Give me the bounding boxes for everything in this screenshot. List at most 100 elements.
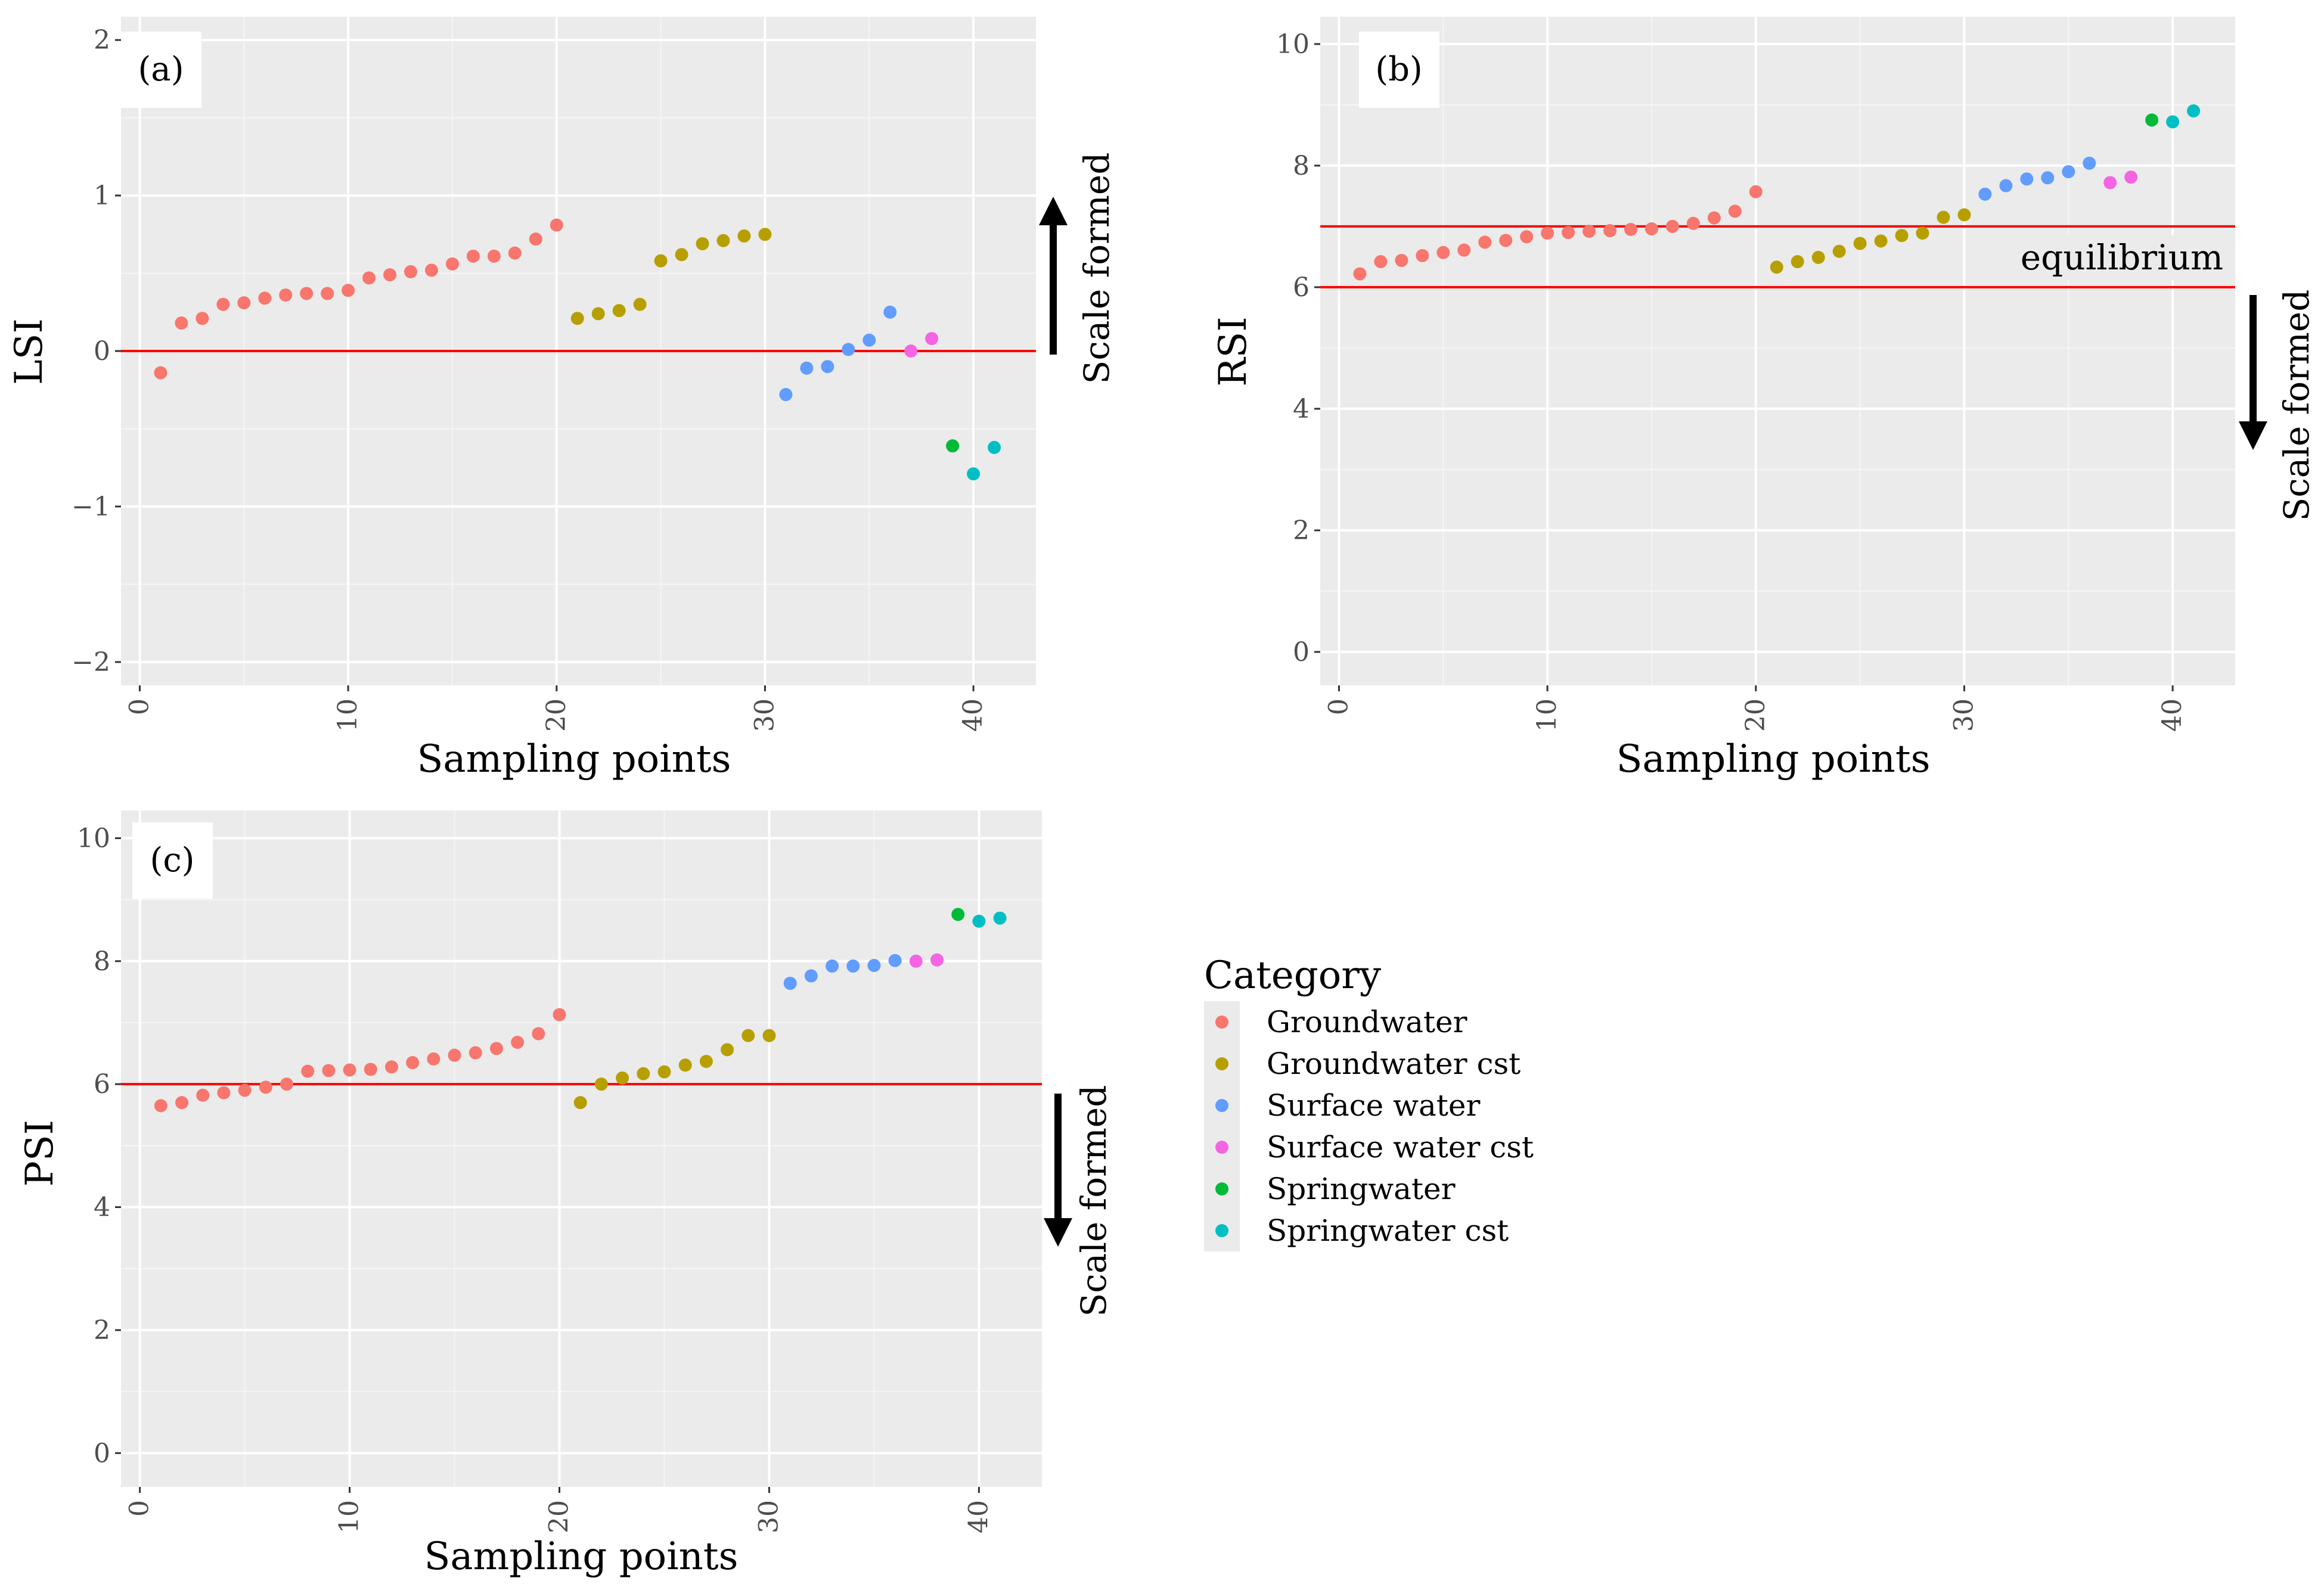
data-point bbox=[826, 959, 839, 973]
panel-a-annotation: Scale formed bbox=[1076, 153, 1117, 384]
data-point bbox=[657, 1065, 671, 1079]
data-point bbox=[529, 232, 542, 246]
data-point bbox=[594, 1077, 608, 1091]
panel-b-ref-label: equilibrium bbox=[2021, 237, 2223, 278]
data-point bbox=[424, 263, 438, 277]
data-point bbox=[1353, 267, 1367, 281]
y-tick-label: 8 bbox=[1293, 151, 1310, 181]
data-point bbox=[2145, 113, 2159, 127]
data-point bbox=[489, 1042, 503, 1055]
data-point bbox=[993, 911, 1007, 925]
data-point bbox=[404, 265, 418, 278]
data-point bbox=[466, 249, 480, 263]
data-point bbox=[550, 218, 563, 232]
legend-key bbox=[1215, 1182, 1228, 1195]
data-point bbox=[2041, 171, 2055, 185]
data-point bbox=[532, 1027, 545, 1041]
legend-title: Category bbox=[1204, 954, 1381, 998]
data-point bbox=[783, 976, 797, 990]
x-tick-label: 30 bbox=[749, 698, 780, 732]
data-point bbox=[633, 297, 647, 311]
data-point bbox=[487, 249, 501, 263]
x-tick-label: 0 bbox=[124, 698, 154, 715]
data-point bbox=[1499, 234, 1513, 247]
panel-c-xlabel: Sampling points bbox=[424, 1535, 739, 1579]
panel-c-ylabel: PSI bbox=[18, 1120, 62, 1187]
data-point bbox=[1957, 208, 1971, 222]
data-point bbox=[511, 1035, 525, 1049]
x-tick-label: 20 bbox=[541, 698, 572, 732]
data-point bbox=[946, 439, 960, 453]
data-point bbox=[573, 1096, 587, 1110]
data-point bbox=[1374, 255, 1388, 269]
data-point bbox=[909, 954, 923, 968]
panel-b-grid bbox=[1320, 17, 2235, 685]
data-point bbox=[2083, 156, 2096, 170]
y-tick-label: −2 bbox=[72, 647, 110, 678]
x-tick-label: 20 bbox=[544, 1500, 575, 1533]
y-tick-label: 4 bbox=[1293, 394, 1310, 424]
data-point bbox=[612, 304, 626, 318]
data-point bbox=[445, 257, 459, 271]
panel-a-arrow-head bbox=[1039, 197, 1068, 225]
panel-b-y-ticks: 0 2 4 6 8 10 bbox=[1276, 29, 1320, 667]
data-point bbox=[406, 1056, 420, 1070]
panel-b-tag-box bbox=[1359, 32, 1439, 108]
y-tick-label: 6 bbox=[94, 1069, 110, 1100]
panel-c-points bbox=[154, 908, 1007, 1113]
panel-b-ref-label-box bbox=[2018, 235, 2229, 280]
data-point bbox=[196, 1088, 210, 1102]
y-tick-label: −1 bbox=[72, 492, 110, 522]
data-point bbox=[2103, 176, 2117, 190]
legend-key-background bbox=[1204, 1001, 1240, 1252]
data-point bbox=[1457, 243, 1471, 257]
data-point bbox=[925, 332, 939, 346]
panel-c-arrow-head bbox=[1044, 1218, 1072, 1247]
data-point bbox=[384, 1060, 398, 1074]
legend: Category Groundwater Groundwater cst Surfa… bbox=[1204, 954, 1534, 1252]
panel-a-y-ticks: −2 −1 0 1 2 bbox=[72, 25, 121, 678]
data-point bbox=[654, 254, 668, 268]
data-point bbox=[904, 344, 918, 358]
x-tick-label: 10 bbox=[333, 698, 363, 732]
data-point bbox=[2124, 170, 2138, 184]
data-point bbox=[1562, 226, 1575, 240]
data-point bbox=[216, 297, 230, 311]
y-tick-label: 2 bbox=[94, 1315, 110, 1346]
legend-label: Springwater bbox=[1267, 1172, 1456, 1206]
panel-b-tag: (b) bbox=[1375, 50, 1423, 89]
panel-b-xlabel: Sampling points bbox=[1616, 737, 1931, 781]
data-point bbox=[967, 467, 981, 481]
data-point bbox=[930, 953, 944, 967]
y-tick-label: 0 bbox=[94, 336, 110, 367]
y-tick-label: 0 bbox=[1293, 637, 1310, 667]
data-point bbox=[1791, 255, 1804, 269]
data-point bbox=[1895, 229, 1909, 243]
data-point bbox=[1811, 250, 1825, 264]
data-point bbox=[2166, 115, 2180, 129]
data-point bbox=[280, 1077, 294, 1091]
data-point bbox=[362, 271, 376, 285]
panel-c-tag-box bbox=[132, 822, 213, 899]
x-tick-label: 40 bbox=[2157, 698, 2188, 732]
panel-b-plot-background bbox=[1320, 17, 2235, 685]
panel-b-arrow-head bbox=[2239, 421, 2267, 450]
y-tick-label: 6 bbox=[1293, 272, 1310, 303]
legend-key bbox=[1215, 1099, 1228, 1112]
x-tick-label: 30 bbox=[1948, 698, 1979, 732]
y-tick-label: 8 bbox=[94, 946, 110, 977]
data-point bbox=[1853, 237, 1867, 250]
y-tick-label: 2 bbox=[94, 25, 110, 55]
data-point bbox=[846, 959, 860, 973]
data-point bbox=[842, 343, 855, 356]
data-point bbox=[2187, 104, 2201, 118]
data-point bbox=[616, 1071, 629, 1085]
data-point bbox=[1478, 235, 1492, 249]
panel-a-x-ticks: 0 10 20 30 40 bbox=[124, 685, 988, 732]
x-tick-label: 20 bbox=[1740, 698, 1771, 732]
x-tick-label: 30 bbox=[753, 1500, 784, 1533]
data-point bbox=[779, 388, 793, 402]
x-tick-label: 40 bbox=[958, 698, 988, 732]
data-point bbox=[427, 1052, 440, 1066]
